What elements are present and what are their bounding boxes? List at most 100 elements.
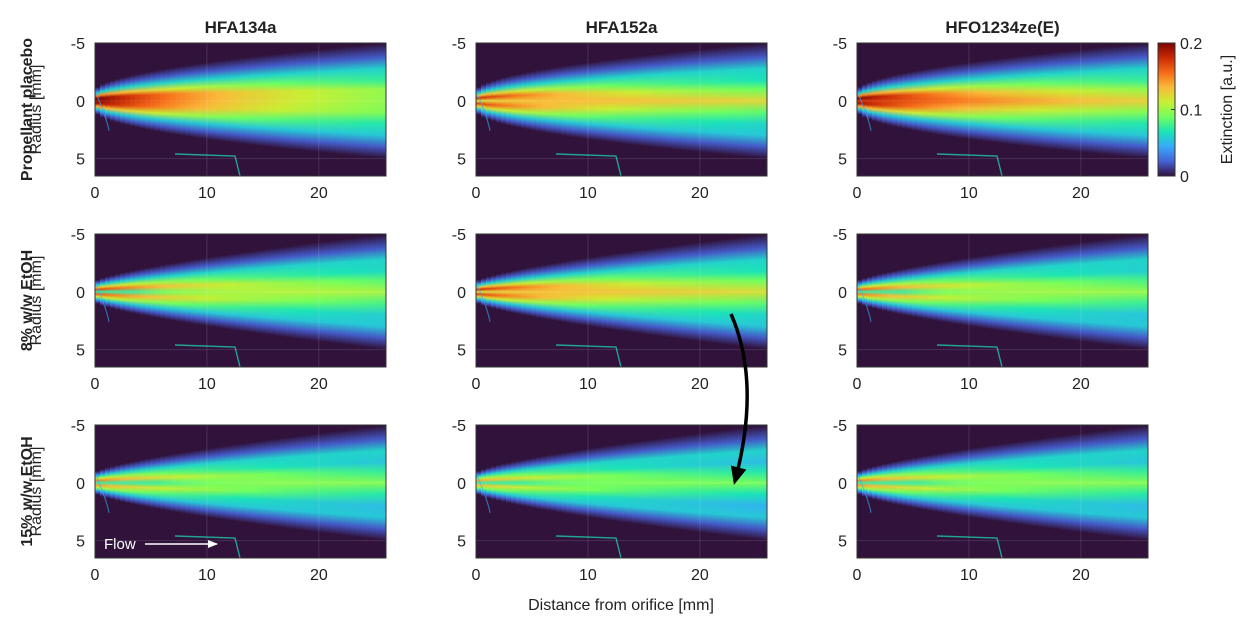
annotations: Flow <box>104 313 749 553</box>
colorbar: 0 0.1 0.2 Extinction [a.u.] <box>1157 36 1236 186</box>
panel: 0 10 20-505 <box>833 418 1149 584</box>
spray-plume <box>857 234 1148 367</box>
x-tick-label: 0 <box>853 185 862 202</box>
axes-box <box>856 233 1149 368</box>
nozzle-edge <box>476 90 491 131</box>
y-axis-label: Radius [mm] <box>28 447 45 537</box>
wall-trace <box>174 535 241 558</box>
column-titles: HFA134a HFA152a HFO1234ze(E) <box>205 18 1060 37</box>
x-tick-label: 20 <box>691 376 709 393</box>
colorbar-tick-label: 0 <box>1180 169 1189 186</box>
colorbar-label: Extinction [a.u.] <box>1219 55 1236 164</box>
y-tick-label: 0 <box>838 94 847 111</box>
y-axis-label: Radius [mm] <box>28 256 45 346</box>
x-tick-label: 10 <box>960 376 978 393</box>
panel: 0 10 20-505 <box>833 36 1149 202</box>
transition-arrow <box>729 313 749 485</box>
y-tick-label: 0 <box>76 476 85 493</box>
x-tick-label: 20 <box>310 376 328 393</box>
x-tick-label: 0 <box>472 567 481 584</box>
wall-trace <box>555 344 622 367</box>
nozzle-edge <box>95 281 110 322</box>
axes-box <box>856 42 1149 177</box>
y-tick-label: 5 <box>76 152 85 169</box>
nozzle-edge <box>857 90 872 131</box>
x-tick-label: 20 <box>310 567 328 584</box>
x-tick-label: 10 <box>198 185 216 202</box>
row-title: 8% w/w EtOH <box>19 250 36 351</box>
x-tick-label: 20 <box>1072 185 1090 202</box>
x-axis-label: Distance from orifice [mm] <box>528 597 714 614</box>
wall-trace <box>555 153 622 176</box>
x-tick-label: 10 <box>579 185 597 202</box>
y-tick-label: -5 <box>71 418 85 435</box>
y-axis-label: Radius [mm] <box>28 65 45 155</box>
x-tick-label: 10 <box>579 376 597 393</box>
x-tick-label: 0 <box>91 185 100 202</box>
panel: 0 10 20-505 <box>833 227 1149 393</box>
axes-box <box>94 424 387 559</box>
y-tick-label: 5 <box>838 152 847 169</box>
nozzle-edge <box>857 281 872 322</box>
column-title: HFO1234ze(E) <box>945 18 1059 37</box>
y-tick-label: -5 <box>71 227 85 244</box>
x-tick-label: 0 <box>472 376 481 393</box>
y-tick-label: -5 <box>833 418 847 435</box>
row-title: Propellant placebo <box>19 38 36 181</box>
y-tick-label: -5 <box>833 36 847 53</box>
y-tick-label: 5 <box>838 343 847 360</box>
y-tick-label: -5 <box>452 418 466 435</box>
spray-plume <box>476 425 767 558</box>
y-tick-label: 5 <box>838 534 847 551</box>
axes-box <box>475 424 768 559</box>
y-tick-label: 0 <box>838 476 847 493</box>
wall-trace <box>936 344 1003 367</box>
x-tick-label: 10 <box>198 567 216 584</box>
axes-box <box>94 233 387 368</box>
y-tick-label: -5 <box>452 36 466 53</box>
axes-box <box>475 42 768 177</box>
nozzle-edge <box>95 90 110 131</box>
x-tick-label: 10 <box>960 567 978 584</box>
x-tick-label: 0 <box>853 376 862 393</box>
row-title: 15% w/w EtOH <box>19 436 36 546</box>
wall-trace <box>174 344 241 367</box>
wall-trace <box>936 153 1003 176</box>
wall-trace <box>174 153 241 176</box>
nozzle-edge <box>476 472 491 513</box>
spray-plume <box>95 425 386 558</box>
x-tick-label: 0 <box>91 376 100 393</box>
x-tick-label: 20 <box>1072 567 1090 584</box>
x-tick-label: 20 <box>691 185 709 202</box>
nozzle-edge <box>476 281 491 322</box>
spray-plume <box>476 234 767 367</box>
spray-plume <box>95 43 386 176</box>
axes-box <box>856 424 1149 559</box>
spray-plume <box>857 43 1148 176</box>
y-tick-label: -5 <box>833 227 847 244</box>
y-tick-label: -5 <box>452 227 466 244</box>
flow-annotation-label: Flow <box>104 536 136 553</box>
y-tick-label: 0 <box>457 285 466 302</box>
axes-box <box>94 42 387 177</box>
y-tick-label: -5 <box>71 36 85 53</box>
nozzle-edge <box>857 472 872 513</box>
x-tick-label: 20 <box>691 567 709 584</box>
y-tick-label: 5 <box>76 343 85 360</box>
y-tick-label: 5 <box>457 152 466 169</box>
axes-box <box>475 233 768 368</box>
spray-plume <box>857 425 1148 558</box>
wall-trace <box>555 535 622 558</box>
x-tick-label: 0 <box>91 567 100 584</box>
panel: 0 10 20-505 <box>452 418 768 584</box>
spray-plume <box>476 43 767 176</box>
y-tick-label: 0 <box>457 94 466 111</box>
x-tick-label: 0 <box>853 567 862 584</box>
spray-plume <box>95 234 386 367</box>
y-tick-label: 0 <box>76 94 85 111</box>
panel: 0 10 20-505 <box>452 36 768 202</box>
column-title: HFA152a <box>586 18 658 37</box>
